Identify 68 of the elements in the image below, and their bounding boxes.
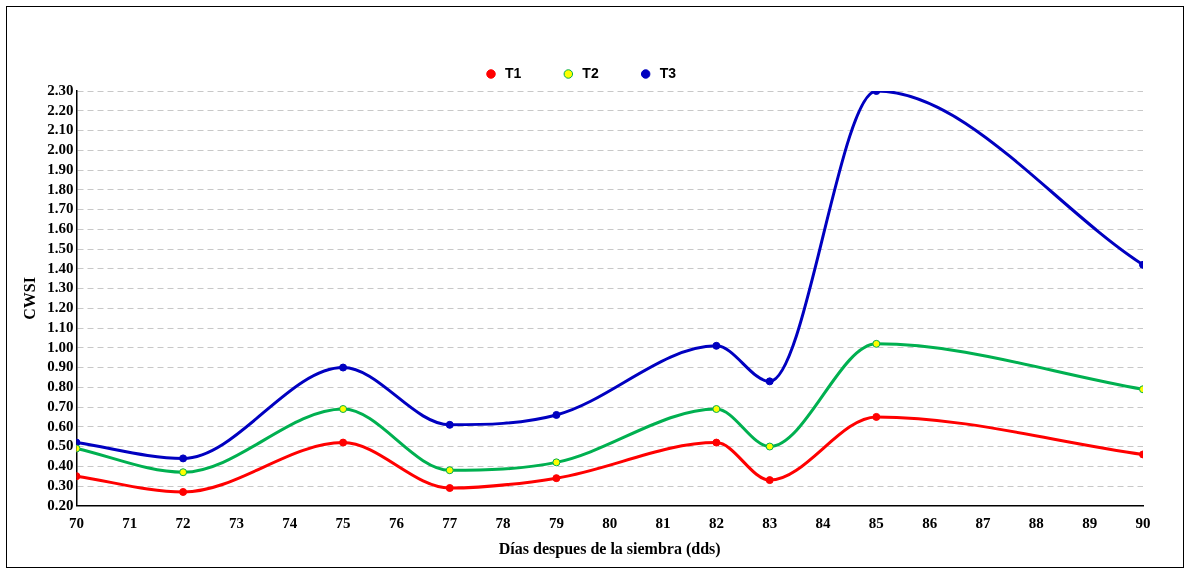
- x-tick-label: 86: [922, 514, 938, 531]
- x-tick-label: 88: [1028, 514, 1044, 531]
- point: [179, 454, 188, 463]
- y-tick-label: 0.40: [47, 457, 74, 474]
- x-tick-label: 71: [122, 514, 138, 531]
- y-tick-label: 0.60: [47, 417, 74, 434]
- point: [552, 474, 561, 483]
- y-tick-label: 1.30: [47, 279, 74, 296]
- point: [552, 458, 561, 467]
- point: [712, 341, 721, 350]
- x-tick-label: 75: [335, 514, 351, 531]
- x-tick-label: 72: [175, 514, 191, 531]
- x-tick-label: 79: [548, 514, 564, 531]
- y-tick-label: 1.70: [47, 200, 74, 217]
- y-tick-label: 0.50: [47, 437, 74, 454]
- y-tick-label: 1.10: [47, 318, 74, 335]
- x-tick-label: 70: [68, 514, 84, 531]
- x-tick-label: 73: [228, 514, 244, 531]
- point: [339, 363, 348, 372]
- y-tick-label: 0.30: [47, 476, 74, 493]
- point: [445, 484, 454, 493]
- y-tick-label: 2.30: [47, 81, 74, 98]
- legend-label: T1: [504, 64, 522, 81]
- point: [445, 420, 454, 429]
- y-tick-label: 2.00: [47, 141, 74, 158]
- x-tick-label: 84: [815, 514, 832, 531]
- y-tick-label: 0.20: [47, 496, 74, 513]
- point: [339, 438, 348, 447]
- y-tick-label: 1.40: [47, 259, 74, 276]
- legend-label: T2: [582, 64, 599, 81]
- x-tick-label: 81: [655, 514, 671, 531]
- x-tick-label: 83: [762, 514, 778, 531]
- y-tick-label: 0.70: [47, 397, 74, 414]
- x-tick-label: 90: [1135, 514, 1151, 531]
- point: [445, 466, 454, 475]
- y-tick-label: 1.90: [47, 160, 74, 177]
- y-tick-label: 1.60: [47, 220, 74, 237]
- point: [179, 487, 188, 496]
- x-tick-label: 78: [495, 514, 511, 531]
- y-tick-label: 1.00: [47, 338, 74, 355]
- y-axis-title: CWSI: [20, 277, 38, 320]
- point: [872, 412, 881, 421]
- point: [872, 339, 881, 348]
- point: [339, 405, 348, 414]
- point: [179, 468, 188, 477]
- x-tick-label: 82: [708, 514, 724, 531]
- point: [765, 476, 774, 485]
- y-tick-label: 0.80: [47, 378, 74, 395]
- y-tick-label: 2.20: [47, 101, 74, 118]
- y-tick-label: 1.50: [47, 239, 74, 256]
- point: [712, 438, 721, 447]
- x-tick-label: 80: [602, 514, 618, 531]
- legend-label: T3: [659, 64, 677, 81]
- point: [552, 410, 561, 419]
- x-axis-title: Días despues de la siembra (dds): [498, 539, 721, 558]
- x-tick-label: 77: [442, 514, 458, 531]
- y-tick-label: 1.20: [47, 299, 74, 316]
- point: [712, 405, 721, 414]
- x-tick-label: 87: [975, 514, 992, 531]
- x-tick-label: 74: [282, 514, 298, 531]
- x-tick-label: 85: [868, 514, 884, 531]
- y-tick-label: 1.80: [47, 180, 74, 197]
- point: [765, 377, 774, 386]
- x-tick-label: 89: [1082, 514, 1098, 531]
- point: [765, 442, 774, 451]
- x-tick-label: 76: [388, 514, 405, 531]
- y-tick-label: 2.10: [47, 121, 74, 138]
- y-tick-label: 0.90: [47, 358, 74, 375]
